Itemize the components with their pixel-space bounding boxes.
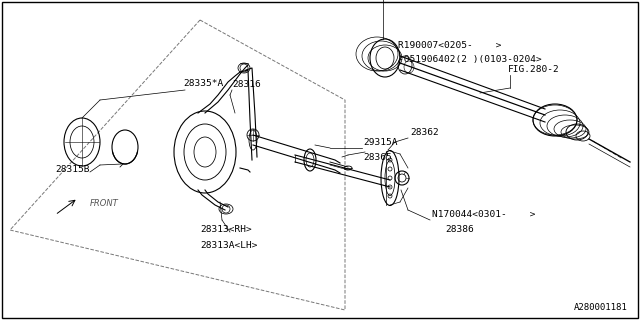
Text: A280001181: A280001181 (574, 303, 628, 312)
Text: FRONT: FRONT (90, 199, 119, 209)
Text: FIG.280-2: FIG.280-2 (508, 65, 560, 74)
Text: N170044<0301-    >: N170044<0301- > (432, 210, 536, 219)
Text: 28386: 28386 (445, 225, 474, 234)
Text: 28316: 28316 (232, 80, 260, 89)
Text: 28335*A: 28335*A (183, 79, 223, 88)
Text: 28362: 28362 (410, 128, 439, 137)
Text: -051906402(2 )(0103-0204>: -051906402(2 )(0103-0204> (398, 55, 541, 64)
Text: 28315B: 28315B (55, 165, 90, 174)
Text: R190007<0205-    >: R190007<0205- > (398, 41, 502, 50)
Text: 28313<RH>: 28313<RH> (200, 225, 252, 234)
Text: 29315A: 29315A (363, 138, 397, 147)
Text: 28365: 28365 (363, 153, 392, 162)
Text: 28313A<LH>: 28313A<LH> (200, 241, 257, 250)
